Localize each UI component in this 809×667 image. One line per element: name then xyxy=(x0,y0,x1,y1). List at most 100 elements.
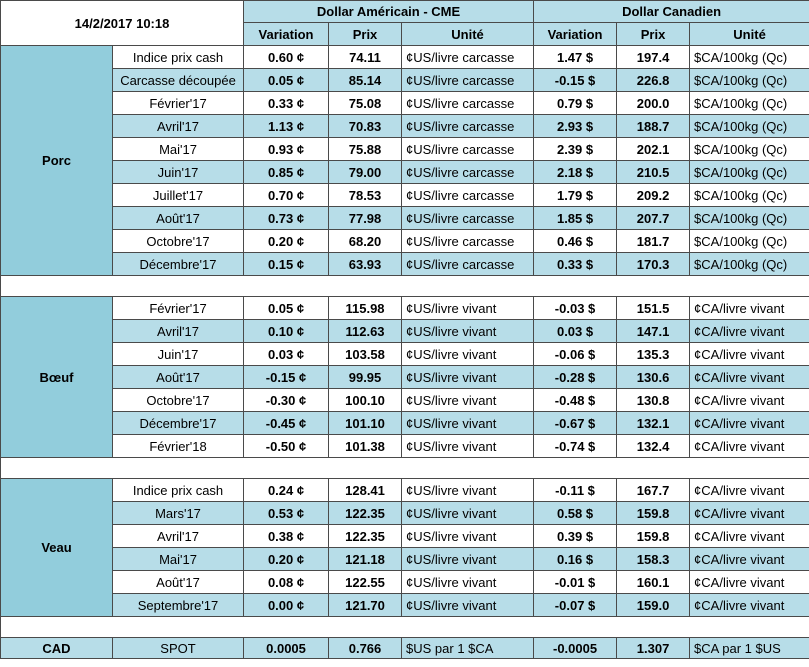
usd-unit: ¢US/livre carcasse xyxy=(401,206,535,230)
contract-label: Indice prix cash xyxy=(111,45,245,69)
cad-price: 170.3 xyxy=(616,252,691,276)
table-row: Février'17 0.33 ¢ 75.08 ¢US/livre carcasse 0… xyxy=(1,91,809,115)
cad-variation: -0.03 $ xyxy=(533,296,618,320)
cad-unit: ¢CA/livre vivant xyxy=(689,296,809,320)
cad-unit: ¢CA/livre vivant xyxy=(689,478,809,502)
cad-price: 200.0 xyxy=(616,91,691,115)
cad-variation: 0.39 $ xyxy=(533,524,618,548)
usd-variation: 0.05 ¢ xyxy=(243,296,330,320)
cad-price: 158.3 xyxy=(616,547,691,571)
cad-price: 181.7 xyxy=(616,229,691,253)
table-row: Août'17 0.08 ¢ 122.55 ¢US/livre vivant -0.01… xyxy=(1,570,809,594)
contract-label: Mars'17 xyxy=(111,501,245,525)
column-header-row: Variation Prix Unité Variation Prix Unit… xyxy=(1,22,809,46)
usd-price: 121.70 xyxy=(328,593,403,617)
cad-variation: 1.85 $ xyxy=(533,206,618,230)
cad-variation: 2.93 $ xyxy=(533,114,618,138)
table-row: Octobre'17 0.20 ¢ 68.20 ¢US/livre carcasse 0… xyxy=(1,229,809,253)
cad-unit: ¢CA/livre vivant xyxy=(689,388,809,412)
contract-label: Avril'17 xyxy=(111,114,245,138)
usd-variation: 0.38 ¢ xyxy=(243,524,330,548)
table-row: Septembre'17 0.00 ¢ 121.70 ¢US/livre vivant… xyxy=(1,593,809,617)
usd-price: 78.53 xyxy=(328,183,403,207)
usd-price: 128.41 xyxy=(328,478,403,502)
usd-variation: 0.03 ¢ xyxy=(243,342,330,366)
table-row: Octobre'17 -0.30 ¢ 100.10 ¢US/livre vivant -… xyxy=(1,388,809,412)
usd-unit: ¢US/livre carcasse xyxy=(401,229,535,253)
usd-price: 115.98 xyxy=(328,296,403,320)
cad-price: 132.1 xyxy=(616,411,691,435)
usd-unit: ¢US/livre vivant xyxy=(401,296,535,320)
usd-price: 75.08 xyxy=(328,91,403,115)
table-row: Bœuf Février'17 0.05 ¢ 115.98 ¢US/livre viva… xyxy=(0,296,809,458)
cad-price: 135.3 xyxy=(616,342,691,366)
usd-price: 79.00 xyxy=(328,160,403,184)
cad-variation: -0.15 $ xyxy=(533,68,618,92)
section-label: Bœuf xyxy=(0,296,113,458)
contract-label: Décembre'17 xyxy=(111,411,245,435)
contract-label: Avril'17 xyxy=(111,524,245,548)
contract-label: Avril'17 xyxy=(111,319,245,343)
usd-unit: $US par 1 $CA xyxy=(401,637,535,659)
usd-variation: 0.08 ¢ xyxy=(243,570,330,594)
contract-label: Septembre'17 xyxy=(111,593,245,617)
cad-price: 188.7 xyxy=(616,114,691,138)
contract-label: Juillet'17 xyxy=(111,183,245,207)
cad-variation: 0.46 $ xyxy=(533,229,618,253)
cad-unit-header: Unité xyxy=(689,22,809,46)
table-row: Décembre'17 -0.45 ¢ 101.10 ¢US/livre vivant… xyxy=(1,411,809,435)
usd-variation: 0.33 ¢ xyxy=(243,91,330,115)
table-row: Porc Indice prix cash 0.60 ¢ 74.11 ¢US/livre… xyxy=(0,45,809,276)
table-row: Février'18 -0.50 ¢ 101.38 ¢US/livre vivant -… xyxy=(1,434,809,458)
usd-unit: ¢US/livre vivant xyxy=(401,524,535,548)
cad-variation: -0.01 $ xyxy=(533,570,618,594)
usd-variation-header: Variation xyxy=(243,22,330,46)
cad-variation: 0.33 $ xyxy=(533,252,618,276)
cad-variation: -0.06 $ xyxy=(533,342,618,366)
usd-unit: ¢US/livre vivant xyxy=(401,342,535,366)
contract-label: Décembre'17 xyxy=(111,252,245,276)
usd-variation: 0.15 ¢ xyxy=(243,252,330,276)
contract-label: Carcasse découpée xyxy=(111,68,245,92)
cad-price: 1.307 xyxy=(616,637,691,659)
contract-label: Juin'17 xyxy=(111,342,245,366)
cad-variation: 1.79 $ xyxy=(533,183,618,207)
cad-unit: $CA/100kg (Qc) xyxy=(689,160,809,184)
usd-unit: ¢US/livre vivant xyxy=(401,411,535,435)
cad-price: 159.0 xyxy=(616,593,691,617)
contract-label: SPOT xyxy=(111,637,245,659)
usd-unit: ¢US/livre carcasse xyxy=(401,183,535,207)
cad-price: 207.7 xyxy=(616,206,691,230)
table-row: Décembre'17 0.15 ¢ 63.93 ¢US/livre carcasse… xyxy=(1,252,809,276)
cad-price: 159.8 xyxy=(616,501,691,525)
usd-variation: -0.15 ¢ xyxy=(243,365,330,389)
cad-unit: ¢CA/livre vivant xyxy=(689,524,809,548)
cad-price: 160.1 xyxy=(616,570,691,594)
usd-price: 74.11 xyxy=(328,45,403,69)
usd-price: 101.10 xyxy=(328,411,403,435)
cad-unit: $CA/100kg (Qc) xyxy=(689,137,809,161)
cad-unit: ¢CA/livre vivant xyxy=(689,593,809,617)
cad-price: 209.2 xyxy=(616,183,691,207)
usd-price: 122.55 xyxy=(328,570,403,594)
cad-price: 210.5 xyxy=(616,160,691,184)
contract-label: Août'17 xyxy=(111,206,245,230)
cad-price: 130.8 xyxy=(616,388,691,412)
usd-unit: ¢US/livre vivant xyxy=(401,434,535,458)
usd-variation: 0.20 ¢ xyxy=(243,547,330,571)
cad-unit: ¢CA/livre vivant xyxy=(689,342,809,366)
cad-variation: 0.58 $ xyxy=(533,501,618,525)
cad-unit: $CA par 1 $US xyxy=(689,637,809,659)
cad-price: 226.8 xyxy=(616,68,691,92)
cad-unit: ¢CA/livre vivant xyxy=(689,570,809,594)
cad-price: 132.4 xyxy=(616,434,691,458)
usd-unit: ¢US/livre vivant xyxy=(401,547,535,571)
cad-price: 167.7 xyxy=(616,478,691,502)
usd-variation: 0.53 ¢ xyxy=(243,501,330,525)
cad-variation: 0.03 $ xyxy=(533,319,618,343)
usd-variation: 0.85 ¢ xyxy=(243,160,330,184)
usd-variation: 0.10 ¢ xyxy=(243,319,330,343)
usd-price: 77.98 xyxy=(328,206,403,230)
contract-label: Février'17 xyxy=(111,296,245,320)
